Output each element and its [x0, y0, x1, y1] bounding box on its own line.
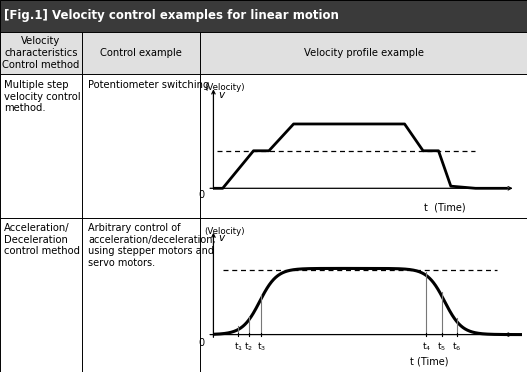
Text: t$_2$: t$_2$: [245, 341, 253, 353]
Text: t  (Time): t (Time): [424, 202, 465, 212]
Text: [Fig.1] Velocity control examples for linear motion: [Fig.1] Velocity control examples for li…: [4, 9, 339, 22]
Text: Velocity
characteristics
Control method: Velocity characteristics Control method: [2, 36, 80, 70]
Text: v: v: [218, 90, 224, 100]
Text: Multiple step
velocity control
method.: Multiple step velocity control method.: [4, 80, 80, 113]
Text: (Velocity): (Velocity): [204, 227, 245, 235]
Text: 0: 0: [198, 338, 204, 348]
Text: Acceleration/
Deceleration
control method: Acceleration/ Deceleration control metho…: [4, 223, 80, 256]
Text: t$_5$: t$_5$: [437, 341, 446, 353]
Text: Arbitrary control of
acceleration/deceleration,
using stepper motors and
servo m: Arbitrary control of acceleration/decele…: [88, 223, 216, 268]
Text: t$_1$: t$_1$: [233, 341, 242, 353]
Text: Control example: Control example: [100, 48, 182, 58]
Text: v: v: [218, 233, 224, 243]
Text: Potentiometer switching: Potentiometer switching: [88, 80, 209, 90]
Text: t (Time): t (Time): [410, 357, 448, 367]
Text: t$_4$: t$_4$: [422, 341, 431, 353]
Text: t$_6$: t$_6$: [452, 341, 462, 353]
Text: Velocity profile example: Velocity profile example: [304, 48, 424, 58]
Bar: [0, 32, 527, 74]
Text: 0: 0: [198, 190, 204, 201]
Text: t$_3$: t$_3$: [257, 341, 266, 353]
Bar: [0, 0, 527, 32]
Text: (Velocity): (Velocity): [204, 83, 245, 92]
